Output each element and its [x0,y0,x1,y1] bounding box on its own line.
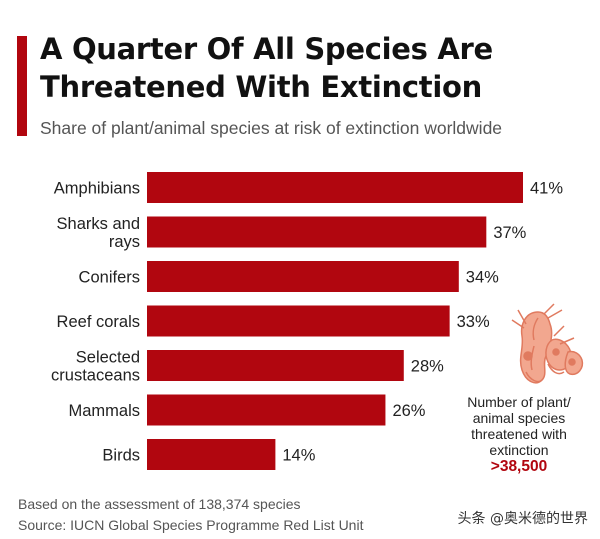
title-accent-bar [17,36,27,136]
bar [147,305,450,337]
shrimp-illustration-icon [511,303,584,384]
category-label: Sharks and rays [57,215,140,251]
chart-subtitle: Share of plant/animal species at risk of… [40,118,503,138]
note-line: Number of plant/ [467,394,571,410]
species-count-note: Number of plant/ animal species threaten… [455,394,583,458]
category-label: Birds [102,447,140,465]
note-line: threatened with [471,426,567,442]
species-count-value: >38,500 [490,458,548,475]
bar-value-label: 14% [282,447,315,465]
bar-value-label: 33% [457,313,490,331]
bar-value-label: 28% [411,358,444,376]
bar-value-label: 34% [466,269,499,287]
bar [147,261,459,292]
bar [147,172,523,203]
bar-value-label: 41% [530,180,563,198]
bar [147,350,404,381]
bar-value-label: 37% [493,224,526,242]
chart-footer: Based on the assessment of 138,374 speci… [18,494,363,536]
bar [147,439,276,470]
title-line-2: Threatened With Extinction [40,70,482,104]
footer-source: Source: IUCN Global Species Programme Re… [18,517,364,533]
category-label: Reef corals [57,313,140,331]
category-label: Selected crustaceans [51,349,140,385]
note-line: extinction [489,442,549,458]
bar [147,216,487,248]
bar-value-label: 26% [392,402,425,420]
bar [147,394,386,426]
title-line-1: A Quarter Of All Species Are [40,32,493,66]
category-label: Amphibians [54,180,140,198]
footer-note: Based on the assessment of 138,374 speci… [18,496,301,512]
chart-title: A Quarter Of All Species Are Threatened … [40,30,590,106]
category-label: Conifers [79,269,140,287]
category-label: Mammals [68,402,140,420]
note-line: animal species [472,410,566,426]
bar-chart: 41% Amphibians 37% Sharks and rays 34% Conifer… [51,172,563,470]
watermark: 头条 @奥米德的世界 [457,511,588,527]
